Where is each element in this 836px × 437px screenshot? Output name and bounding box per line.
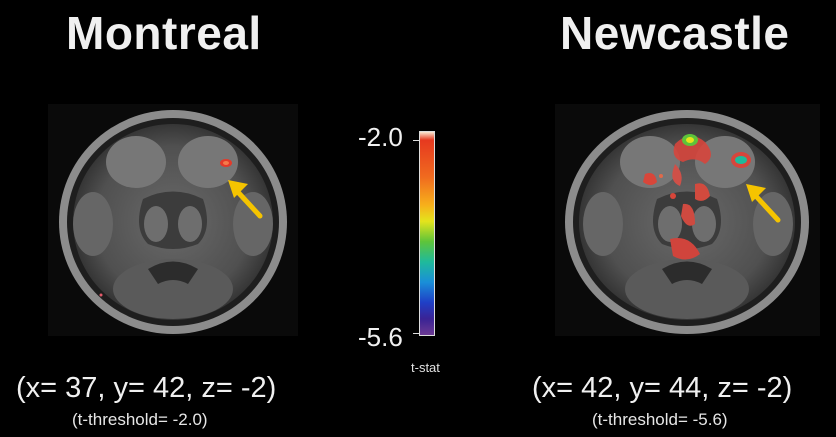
coordinates-newcastle: (x= 42, y= 44, z= -2) <box>532 372 793 404</box>
panel-title-newcastle: Newcastle <box>560 7 790 59</box>
brain-scan-newcastle <box>555 104 820 336</box>
brain-axial-slice-image <box>565 110 809 334</box>
colorbar-tick <box>413 140 419 141</box>
brain-scan-montreal <box>48 104 298 336</box>
brain-axial-slice-image <box>59 110 287 334</box>
colorbar-min-label: -5.6 <box>358 322 403 352</box>
arrow-icon <box>228 180 263 219</box>
colorbar <box>419 131 435 336</box>
colorbar-tick <box>413 333 419 334</box>
colorbar-max-label: -2.0 <box>358 122 403 152</box>
arrow-icon <box>746 184 781 223</box>
colorbar-unit-label: t-stat <box>411 360 440 375</box>
panel-title-montreal: Montreal <box>66 7 262 59</box>
coordinates-montreal: (x= 37, y= 42, z= -2) <box>16 372 277 404</box>
threshold-newcastle: (t-threshold= -5.6) <box>592 410 728 429</box>
threshold-montreal: (t-threshold= -2.0) <box>72 410 208 429</box>
